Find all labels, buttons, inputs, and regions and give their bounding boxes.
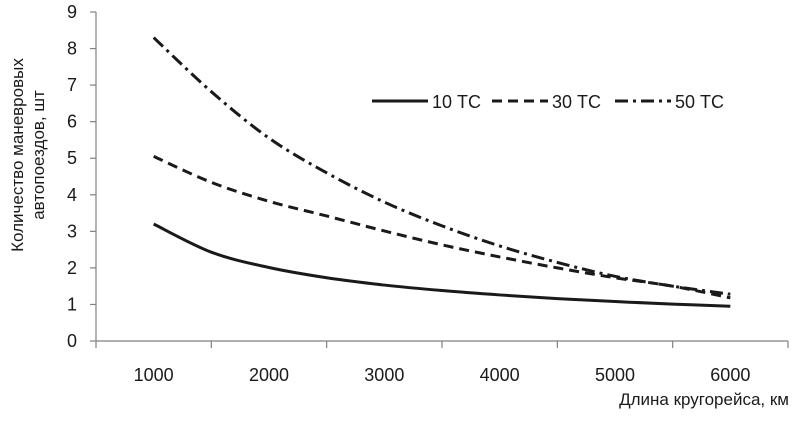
legend-label-1: 10 ТС (432, 92, 481, 112)
y-tick-label: 4 (67, 185, 77, 205)
x-tick-label: 6000 (710, 365, 750, 385)
y-tick-label: 5 (67, 148, 77, 168)
x-tick-label: 2000 (249, 365, 289, 385)
x-tick-label: 4000 (480, 365, 520, 385)
y-tick-label: 7 (67, 75, 77, 95)
series-lines (152, 36, 731, 308)
y-axis-title: Количество маневровых автопоездов, шт (8, 58, 48, 252)
y-tick-label: 9 (67, 2, 77, 22)
x-axis: 1000 2000 3000 4000 5000 6000 (95, 340, 789, 385)
y-tick-label: 2 (67, 258, 77, 278)
x-axis-title: Длина кругорейса, км (619, 390, 789, 409)
y-tick-label: 0 (67, 331, 77, 351)
series-line-3 (152, 36, 731, 296)
x-tick-label: 1000 (134, 365, 174, 385)
y-tick-label: 8 (67, 39, 77, 59)
y-axis-title-line-2: автопоездов, шт (29, 90, 48, 220)
y-axis-title-line-1: Количество маневровых (8, 58, 27, 252)
legend: 10 ТС 30 ТС 50 ТС (372, 92, 724, 112)
y-tick-label: 1 (67, 294, 77, 314)
legend-label-2: 30 ТС (552, 92, 601, 112)
x-tick-label: 5000 (595, 365, 635, 385)
legend-label-3: 50 ТС (675, 92, 724, 112)
y-axis: 0 1 2 3 4 5 6 7 8 9 (67, 2, 97, 351)
y-tick-label: 3 (67, 221, 77, 241)
series-line-1 (153, 222, 731, 308)
x-tick-label: 3000 (364, 365, 404, 385)
y-tick-label: 6 (67, 112, 77, 132)
